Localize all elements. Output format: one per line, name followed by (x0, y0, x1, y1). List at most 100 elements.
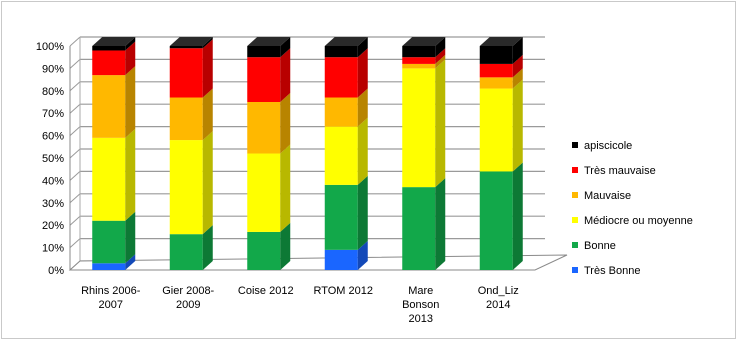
gridline-depth (69, 238, 81, 248)
bar-segment-side (202, 131, 213, 235)
bar-segment-side (202, 39, 213, 98)
x-tick-label: Mare Bonson 2013 (402, 285, 439, 325)
bar-segment-side (357, 175, 368, 250)
bar-segment (324, 57, 358, 98)
bar-stack (169, 37, 213, 270)
x-tick-label: RTOM 2012 (313, 285, 373, 297)
y-tick-label: 60% (42, 131, 64, 143)
bar-segment-side (202, 88, 213, 141)
bar-segment-side (435, 48, 446, 64)
bar-top (247, 37, 291, 46)
bar-top (324, 37, 368, 46)
bar-segment (92, 46, 126, 51)
legend-swatch (572, 167, 578, 173)
y-tick-label: 80% (42, 86, 64, 98)
bar-segment-side (280, 37, 291, 58)
legend-swatch (572, 142, 578, 148)
legend: apiscicole Très mauvaise Mauvaise Médiocre … (572, 140, 693, 277)
bar-segment (247, 231, 281, 270)
legend-swatch (572, 217, 578, 223)
bar-segment-side (202, 37, 213, 49)
gridline-depth (69, 171, 81, 181)
bar-segment-side (435, 59, 446, 188)
x-tick-label: Coise 2012 (238, 285, 294, 297)
bar-segment (169, 234, 203, 270)
bar-segment (92, 263, 126, 270)
bar-segment-side (357, 37, 368, 58)
bars: Rhins 2006-2007 Gier 2008-2009 Coise 2012 R… (81, 37, 523, 325)
bar-stack (92, 37, 136, 270)
bar-segment (402, 57, 436, 64)
y-tick-label: 30% (42, 198, 64, 210)
legend-label: Mauvaise (584, 190, 631, 202)
legend-swatch (572, 242, 578, 248)
bar-segment (92, 50, 126, 76)
gridline-depth (69, 148, 81, 159)
gridline-depth (69, 103, 81, 114)
gridline-depth (69, 81, 81, 92)
bar-stack (479, 37, 523, 270)
bar-segment (479, 77, 513, 89)
y-tick-label: 0% (48, 265, 64, 277)
bar-segment (169, 140, 203, 235)
bar-segment (169, 97, 203, 141)
bar-top (479, 37, 523, 46)
bar-segment (247, 57, 281, 102)
legend-label: Très mauvaise (584, 165, 656, 177)
x-tick-label: Ond_Liz 2014 (478, 285, 519, 311)
bar-segment-side (280, 222, 291, 270)
bar-segment (92, 137, 126, 221)
bar-segment (402, 46, 436, 58)
bar-segment (479, 63, 513, 78)
y-tick-label: 90% (42, 63, 64, 75)
bar-segment (479, 88, 513, 172)
bar-stack (247, 37, 291, 270)
bar-segment-side (357, 240, 368, 270)
bar-segment (402, 63, 436, 69)
x-tick-label: Rhins 2006-2007 (81, 285, 141, 311)
bar-top (402, 37, 446, 46)
bar-segment-side (125, 211, 136, 264)
bar-stack (402, 37, 446, 270)
bar-segment (169, 46, 203, 49)
bar-segment-side (357, 48, 368, 98)
gridline-depth (69, 36, 81, 47)
bar-segment (324, 249, 358, 270)
bar-segment (92, 220, 126, 264)
bar-segment-side (512, 162, 523, 270)
x-tick-label: Gier 2008-2009 (162, 285, 214, 311)
gridline-depth (69, 59, 81, 69)
bar-segment (247, 102, 281, 154)
gridlines (69, 36, 545, 271)
bar-segment (324, 46, 358, 58)
bar-segment-side (435, 37, 446, 58)
legend-label: apiscicole (584, 140, 632, 152)
y-tick-label: 100% (36, 41, 64, 53)
bar-segment-side (125, 254, 136, 270)
legend-swatch (572, 267, 578, 273)
bar-top (92, 37, 136, 46)
y-tick-label: 40% (42, 175, 64, 187)
y-tick-label: 20% (42, 220, 64, 232)
bar-top (169, 37, 213, 46)
bar-segment (324, 126, 358, 185)
legend-label: Médiocre ou moyenne (584, 215, 693, 227)
bar-segment-side (280, 93, 291, 154)
bar-segment-side (280, 48, 291, 102)
bar-segment (324, 97, 358, 127)
y-tick-label: 70% (42, 108, 64, 120)
bar-segment-side (512, 37, 523, 64)
bar-segment-side (512, 54, 523, 78)
bar-segment (247, 46, 281, 58)
bar-segment (247, 153, 281, 232)
gridline-depth (69, 126, 81, 136)
bar-segment (402, 187, 436, 270)
bar-segment-side (202, 225, 213, 270)
bar-segment (479, 46, 513, 64)
bar-segment-side (357, 117, 368, 185)
bar-segment-side (125, 66, 136, 138)
gridline-depth (69, 215, 81, 226)
bar-segment-side (435, 178, 446, 270)
bar-segment (169, 48, 203, 98)
